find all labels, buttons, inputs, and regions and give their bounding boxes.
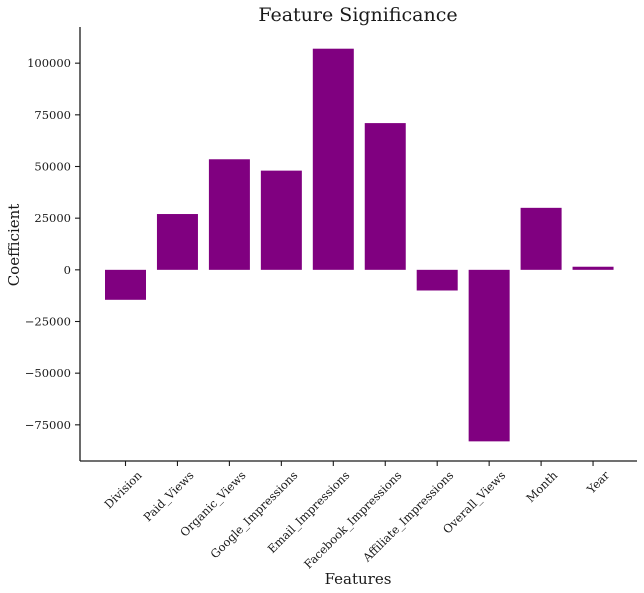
x-axis-ticks: DivisionPaid_ViewsOrganic_ViewsGoogle_Im… bbox=[101, 461, 613, 572]
chart-title: Feature Significance bbox=[258, 4, 457, 26]
y-axis-ticks: −75000 −50000 −25000 0 25000 50000 75000 100000 bbox=[25, 56, 80, 432]
bar-affiliate-impressions bbox=[416, 269, 458, 291]
x-tick-label: Google_Impressions bbox=[208, 468, 301, 561]
bar-overall-views bbox=[468, 269, 510, 442]
bar-google-impressions bbox=[260, 170, 302, 270]
bar-paid-views bbox=[156, 214, 198, 270]
y-tick-label: 100000 bbox=[27, 56, 71, 70]
y-tick-label: −75000 bbox=[25, 418, 71, 432]
y-tick-label: 0 bbox=[64, 263, 71, 277]
y-tick-label: 50000 bbox=[34, 160, 71, 174]
x-tick-label: Paid_Views bbox=[141, 468, 197, 524]
y-tick-label: −25000 bbox=[25, 315, 71, 329]
x-tick-label: Month bbox=[523, 468, 560, 505]
x-tick-label: Facebook_Impressions bbox=[301, 468, 404, 571]
bar-organic-views bbox=[208, 159, 250, 270]
x-tick-label: Affiliate_Impressions bbox=[359, 468, 456, 565]
y-tick-label: 75000 bbox=[34, 108, 71, 122]
y-tick-label: −50000 bbox=[25, 366, 71, 380]
bar-facebook-impressions bbox=[364, 123, 406, 270]
bar-month bbox=[520, 207, 562, 270]
x-tick-label: Year bbox=[583, 468, 612, 497]
y-tick-label: 25000 bbox=[34, 211, 71, 225]
bars-group bbox=[105, 48, 614, 442]
x-axis-label: Features bbox=[325, 570, 392, 588]
y-axis-label: Coefficient bbox=[5, 204, 23, 287]
bar-year bbox=[572, 266, 614, 270]
x-tick-label: Division bbox=[101, 468, 145, 512]
bar-email-impressions bbox=[312, 48, 354, 270]
bar-division bbox=[105, 269, 146, 300]
